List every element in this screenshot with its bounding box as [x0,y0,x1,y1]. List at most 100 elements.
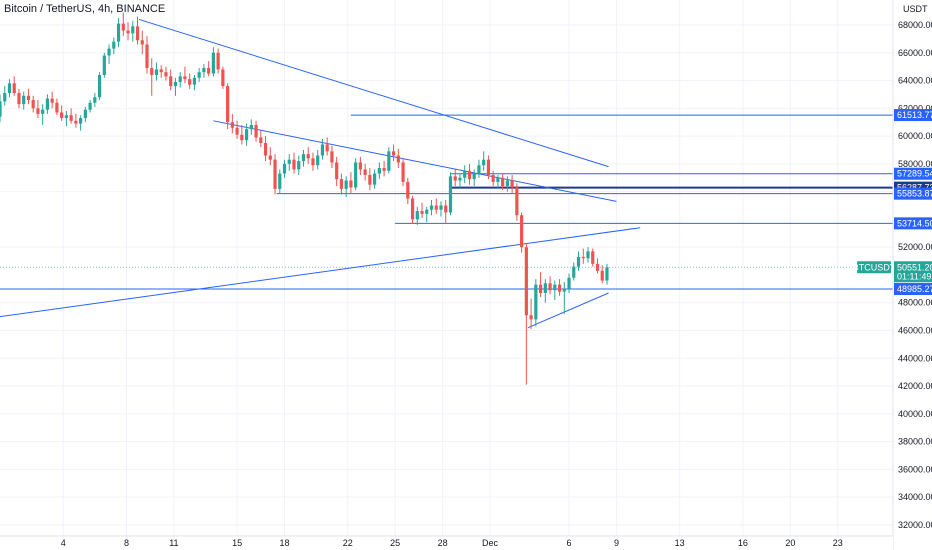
level-tag-text: 61513.77 [897,110,932,120]
trendline[interactable] [527,292,609,329]
candle-body [335,162,339,180]
time-axis[interactable]: 4 8 11 15 18 22 25 28 Dec 6 9 13 16 20 23 [61,538,843,548]
candle [515,183,519,221]
x-tick-label: 25 [390,538,400,548]
candle [55,98,59,116]
candle [444,199,448,224]
candle-body [330,151,334,163]
candle [183,66,187,84]
candle [301,149,306,167]
trendline[interactable] [138,18,609,168]
candle [178,72,182,88]
candle [60,105,64,121]
candle [354,158,358,191]
candle-body [316,155,320,166]
candle-body [131,26,135,34]
candle-body [74,120,78,124]
candle-body [311,158,315,166]
y-tick-label: 48000.00 [898,298,932,308]
candle [472,169,476,187]
x-tick-label: 9 [614,538,619,548]
candle-body [216,52,220,70]
candle [17,88,21,109]
x-tick-label: 15 [232,538,242,548]
candle [164,66,168,81]
candle [368,168,372,191]
candle [216,48,220,74]
level-tag-text: 55853.87 [897,189,932,199]
candle-body [349,180,353,188]
candle-body [453,176,457,181]
candle-body [562,288,566,292]
candle-body [420,211,424,214]
candle-body [282,163,287,174]
candle [330,145,334,169]
candle-body [221,69,225,87]
candle-body [301,154,306,162]
x-tick-label: 6 [567,538,572,548]
candle-body [249,124,253,130]
candle-body [41,109,45,114]
symbol-tag-bg [857,261,891,274]
level-tag-text: 53714.50 [897,218,932,228]
level-price-tag[interactable]: 61513.77 [894,109,932,122]
candle [377,162,381,180]
candle [510,174,514,194]
candle [410,195,415,224]
candle-body [306,154,310,159]
candle-body [202,68,206,73]
candle [41,104,45,125]
candle-body [373,173,377,185]
candle-body [244,129,249,141]
level-price-tag[interactable]: 55853.87 [894,187,932,200]
candle [434,198,438,214]
candle-body [292,159,296,170]
candle [453,169,457,187]
candle-body [358,162,362,170]
candle [520,212,524,253]
candle [116,18,121,48]
candle-body [273,159,277,189]
candle [282,159,287,178]
level-price-tag[interactable]: 48985.27 [894,283,932,296]
candle-body [26,95,31,100]
time-axis-background [0,536,893,550]
trendline[interactable] [213,120,617,202]
candle-body [0,101,2,117]
level-price-tag[interactable]: 57289.54 [894,167,932,180]
candle [557,279,562,296]
x-tick-label: Dec [482,538,499,548]
candle [297,155,301,175]
candle [145,36,149,74]
horizontal-levels [0,114,893,290]
candle [121,12,125,37]
candle [320,138,325,160]
level-price-tag[interactable]: 53714.50 [894,217,932,230]
candle [562,281,566,314]
candle [50,91,54,109]
level-tag-text: 48985.27 [897,284,932,294]
candle-body [64,115,68,119]
candle [358,156,362,175]
candle-body [183,76,187,80]
candle [482,151,486,171]
trendline[interactable] [0,227,641,318]
candle-body [22,95,26,105]
candle [135,16,140,45]
candle-body [406,181,410,199]
y-tick-label: 68000.00 [898,20,932,30]
candle [3,86,7,106]
candle [524,243,528,385]
candle [548,276,552,295]
candle [22,91,26,110]
candle-body [377,168,381,174]
candle-body [3,93,7,102]
candle [97,72,102,100]
candle [169,69,173,91]
candle-body [207,68,211,74]
candle-body [401,162,405,182]
level-tag-bg [894,217,932,230]
